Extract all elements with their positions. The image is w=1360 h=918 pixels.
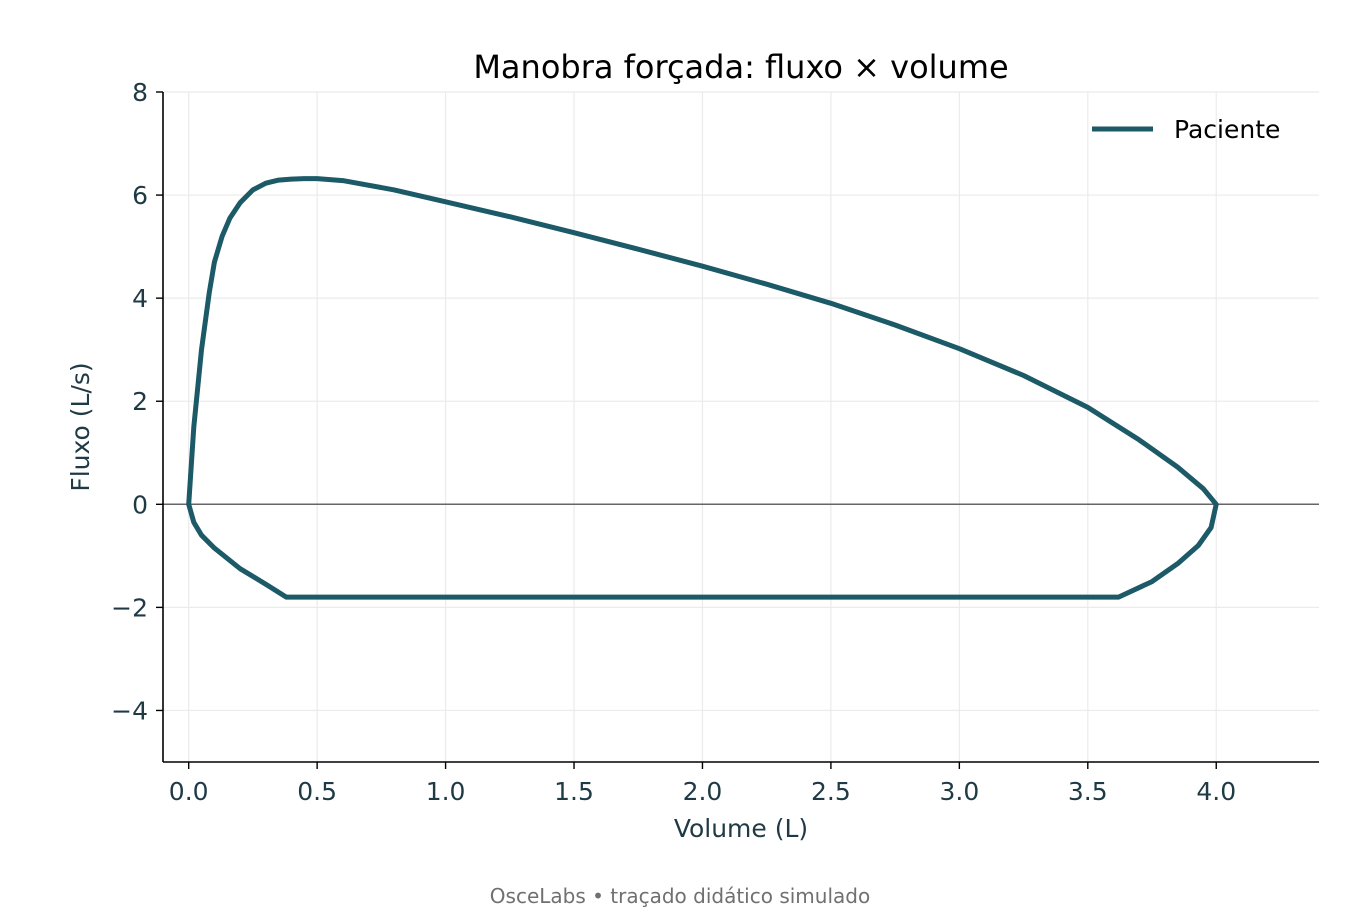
x-ticks: 0.0 0.5 1.0 1.5 2.0 2.5 3.0 3.5 4.0: [169, 762, 1236, 806]
x-tick-label-4: 2.0: [683, 777, 723, 806]
grid: [163, 91, 1319, 762]
legend: Paciente: [1092, 115, 1280, 144]
x-tick-label-3: 1.5: [554, 777, 594, 806]
y-ticks: −4 −2 0 2 4 6 8: [111, 78, 163, 725]
y-axis-label: Fluxo (L/s): [66, 362, 95, 491]
x-tick-label-8: 4.0: [1196, 777, 1236, 806]
y-tick-label-5: 6: [132, 181, 148, 210]
x-tick-label-0: 0.0: [169, 777, 209, 806]
y-tick-label-1: −2: [111, 593, 148, 622]
x-tick-label-1: 0.5: [297, 777, 337, 806]
axes: [162, 92, 1319, 763]
chart-title: Manobra forçada: fluxo × volume: [473, 48, 1008, 86]
series-line-paciente: [186, 176, 1219, 600]
x-axis-label: Volume (L): [674, 814, 808, 843]
y-tick-label-3: 2: [132, 387, 148, 416]
x-tick-label-6: 3.0: [939, 777, 979, 806]
x-tick-label-2: 1.0: [426, 777, 466, 806]
footer-note: OsceLabs • traçado didático simulado: [489, 884, 871, 908]
x-tick-label-7: 3.5: [1068, 777, 1108, 806]
legend-label-paciente: Paciente: [1174, 115, 1280, 144]
y-tick-label-2: 0: [132, 490, 148, 519]
y-tick-label-4: 4: [132, 284, 148, 313]
y-tick-label-0: −4: [111, 696, 148, 725]
y-tick-label-6: 8: [132, 78, 148, 107]
series-layer: [186, 176, 1219, 600]
x-tick-label-5: 2.5: [811, 777, 851, 806]
